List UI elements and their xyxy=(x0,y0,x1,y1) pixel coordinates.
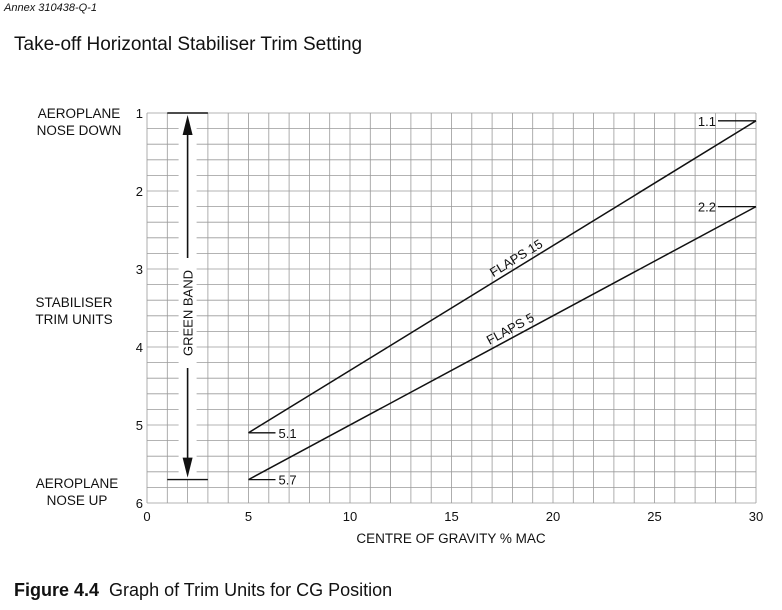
y-tick-label: 6 xyxy=(136,496,143,511)
arrow-up-icon xyxy=(182,115,193,135)
series-line xyxy=(248,120,757,434)
x-axis-label: CENTRE OF GRAVITY % MAC xyxy=(356,531,546,546)
label-nose-down-line2: NOSE DOWN xyxy=(36,123,122,138)
figure-number: Figure 4.4 xyxy=(14,580,100,600)
label-nose-up: AEROPLANE NOSE UP xyxy=(20,475,134,509)
label-nose-down-line1: AEROPLANE xyxy=(37,106,121,121)
label-trim-units: STABILISER TRIM UNITS xyxy=(14,294,134,328)
y-tick-label: 2 xyxy=(136,184,143,199)
y-tick-label: 1 xyxy=(136,106,143,121)
arrow-down-icon xyxy=(182,457,193,478)
y-tick-label: 3 xyxy=(136,262,143,277)
x-tick-label: 10 xyxy=(343,509,357,524)
series-name-label: FLAPS 15 xyxy=(487,236,545,280)
start-value-label: 5.1 xyxy=(279,426,297,441)
label-nose-up-line1: AEROPLANE xyxy=(35,476,119,491)
annex-reference: Annex 310438-Q-1 xyxy=(4,2,97,14)
end-value-label: 2.2 xyxy=(698,200,716,215)
label-trim-units-line1: STABILISER xyxy=(35,295,113,310)
figure-caption-text: Graph of Trim Units for CG Position xyxy=(109,580,393,600)
x-tick-label: 25 xyxy=(647,509,661,524)
label-trim-units-line2: TRIM UNITS xyxy=(35,312,113,327)
start-value-label: 5.7 xyxy=(279,473,297,488)
x-tick-label: 15 xyxy=(444,509,458,524)
label-nose-up-line2: NOSE UP xyxy=(46,493,108,508)
page-title: Take-off Horizontal Stabiliser Trim Sett… xyxy=(14,34,363,55)
y-tick-label: 5 xyxy=(136,418,143,433)
green-band-label: GREEN BAND xyxy=(181,270,196,356)
series-line xyxy=(248,205,757,481)
end-value-label: 1.1 xyxy=(698,114,716,129)
y-tick-label: 4 xyxy=(136,340,143,355)
green-band-region xyxy=(178,113,197,480)
x-tick-label: 20 xyxy=(546,509,560,524)
x-tick-label: 5 xyxy=(245,509,252,524)
label-nose-down: AEROPLANE NOSE DOWN xyxy=(24,105,134,139)
x-tick-label: 0 xyxy=(143,509,150,524)
figure-caption: Figure 4.4 Graph of Trim Units for CG Po… xyxy=(14,580,392,601)
x-tick-label: 30 xyxy=(749,509,763,524)
